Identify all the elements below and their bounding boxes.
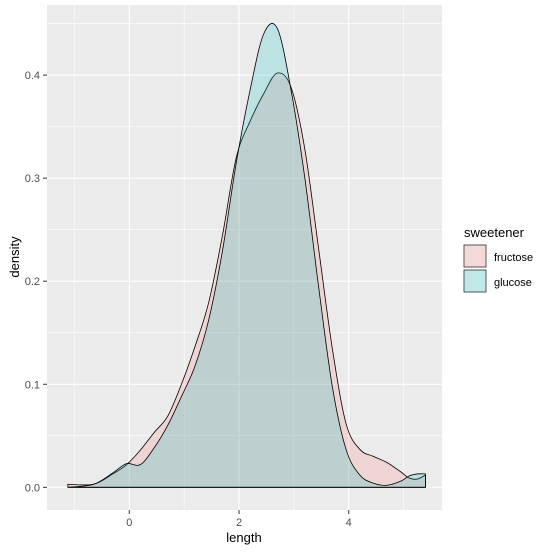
y-tick-label: 0.0 <box>25 482 40 494</box>
legend-key-glucose <box>463 269 487 293</box>
legend-title: sweetener <box>464 225 525 240</box>
legend-swatch-fructose <box>463 244 487 268</box>
legend-item-fructose: fructose <box>463 244 533 268</box>
density-areas <box>67 23 426 488</box>
x-axis-title: length <box>226 530 261 545</box>
grid-minor <box>47 5 442 510</box>
density-area-glucose <box>67 23 426 488</box>
x-tick-label: 2 <box>236 517 242 529</box>
grid-major <box>47 5 442 510</box>
y-tick-label: 0.2 <box>25 276 40 288</box>
legend-label-glucose: glucose <box>494 277 532 289</box>
legend-swatch-glucose <box>463 269 487 293</box>
y-tick-label: 0.1 <box>25 379 40 391</box>
y-tick-label: 0.4 <box>25 70 40 82</box>
legend-key-fructose <box>463 244 487 268</box>
legend-item-glucose: glucose <box>463 269 532 293</box>
x-tick-label: 0 <box>126 517 132 529</box>
y-axis-title: density <box>7 236 22 278</box>
x-tick-label: 4 <box>346 517 352 529</box>
axis-ticks: 0 2 4 0.0 0.1 0.2 0.3 0.4 <box>25 70 352 529</box>
density-area-fructose <box>67 72 426 488</box>
y-tick-label: 0.3 <box>25 173 40 185</box>
plot-panel <box>47 5 442 510</box>
legend-label-fructose: fructose <box>494 252 533 264</box>
legend: sweetener fructose glucose <box>463 225 533 293</box>
